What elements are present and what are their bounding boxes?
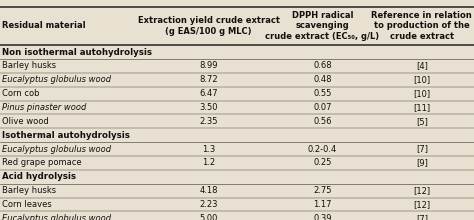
Text: Corn cob: Corn cob	[2, 89, 40, 98]
Text: [11]: [11]	[413, 103, 430, 112]
Text: Olive wood: Olive wood	[2, 117, 49, 126]
Text: 1.17: 1.17	[313, 200, 332, 209]
Text: [9]: [9]	[416, 158, 428, 167]
Text: Eucalyptus globulus wood: Eucalyptus globulus wood	[2, 75, 111, 84]
Text: Acid hydrolysis: Acid hydrolysis	[2, 172, 76, 181]
Text: 2.35: 2.35	[199, 117, 218, 126]
Text: DPPH radical
scavenging
crude extract (EC₅₀, g/L): DPPH radical scavenging crude extract (E…	[265, 11, 379, 41]
Text: [7]: [7]	[416, 145, 428, 154]
Text: Barley husks: Barley husks	[2, 61, 56, 70]
Text: 3.50: 3.50	[199, 103, 218, 112]
Text: Extraction yield crude extract
(g EAS/100 g MLC): Extraction yield crude extract (g EAS/10…	[137, 16, 280, 36]
Text: Non isothermal autohydrolysis: Non isothermal autohydrolysis	[2, 48, 152, 57]
Text: 4.18: 4.18	[199, 186, 218, 195]
Text: 0.48: 0.48	[313, 75, 332, 84]
Text: Residual material: Residual material	[2, 21, 86, 30]
Text: Pinus pinaster wood: Pinus pinaster wood	[2, 103, 87, 112]
Text: [12]: [12]	[413, 186, 430, 195]
Text: 2.75: 2.75	[313, 186, 332, 195]
Text: 5.00: 5.00	[200, 214, 218, 220]
Text: 0.56: 0.56	[313, 117, 332, 126]
Text: 0.39: 0.39	[313, 214, 332, 220]
Text: [10]: [10]	[413, 89, 430, 98]
Text: Corn leaves: Corn leaves	[2, 200, 52, 209]
Text: [5]: [5]	[416, 117, 428, 126]
Text: Eucalyptus globulus wood: Eucalyptus globulus wood	[2, 145, 111, 154]
Text: 0.25: 0.25	[313, 158, 331, 167]
Text: 0.07: 0.07	[313, 103, 332, 112]
Text: 6.47: 6.47	[199, 89, 218, 98]
Text: Isothermal autohydrolysis: Isothermal autohydrolysis	[2, 131, 130, 140]
Text: [12]: [12]	[413, 200, 430, 209]
Text: [7]: [7]	[416, 214, 428, 220]
Text: 0.55: 0.55	[313, 89, 331, 98]
Text: Red grape pomace: Red grape pomace	[2, 158, 82, 167]
Text: [10]: [10]	[413, 75, 430, 84]
Text: 0.2-0.4: 0.2-0.4	[308, 145, 337, 154]
Text: 1.3: 1.3	[202, 145, 215, 154]
Text: 0.68: 0.68	[313, 61, 332, 70]
Text: 2.23: 2.23	[199, 200, 218, 209]
Text: 8.72: 8.72	[199, 75, 218, 84]
Text: Reference in relation
to production of the
crude extract: Reference in relation to production of t…	[372, 11, 472, 41]
Text: [4]: [4]	[416, 61, 428, 70]
Text: Eucalyptus globulus wood: Eucalyptus globulus wood	[2, 214, 111, 220]
Text: 1.2: 1.2	[202, 158, 215, 167]
Text: 8.99: 8.99	[199, 61, 218, 70]
Text: Barley husks: Barley husks	[2, 186, 56, 195]
